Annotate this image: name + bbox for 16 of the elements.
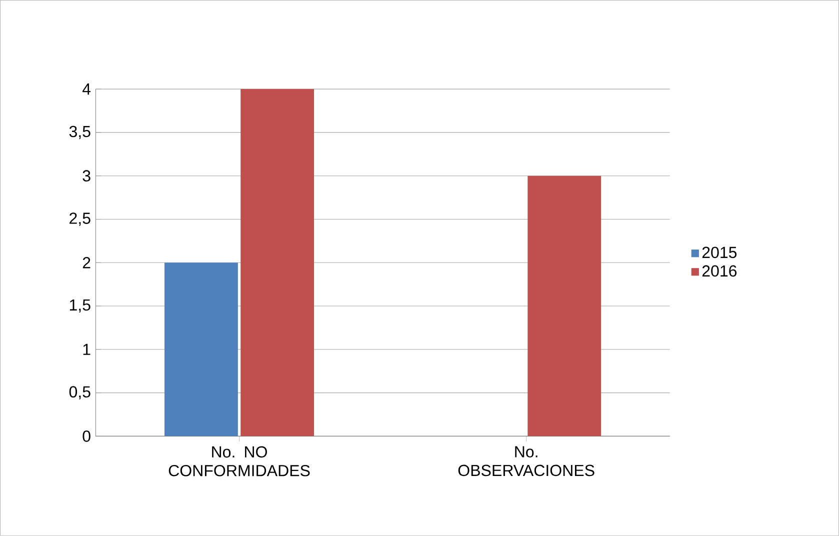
y-tick-label: 3,5 [69, 126, 90, 140]
y-tick-label: 2 [82, 257, 90, 268]
legend-label: 2016 [702, 265, 737, 277]
y-tick-label: 0 [82, 430, 90, 442]
x-tick-label: No. OBSERVACIONES [458, 446, 594, 476]
bar [240, 89, 314, 436]
x-tick-label: No. NO CONFORMIDADES [168, 446, 310, 476]
bar [164, 262, 238, 436]
y-tick-label: 2,5 [70, 212, 90, 226]
y-tick-label: 4 [82, 84, 91, 95]
bar [528, 176, 602, 436]
legend-label: 2015 [702, 246, 737, 258]
y-tick-label: 1,5 [70, 300, 90, 313]
y-tick-label: 3 [82, 170, 90, 182]
y-tick-label: 1 [83, 344, 90, 355]
y-tick-label: 0,5 [69, 386, 90, 400]
